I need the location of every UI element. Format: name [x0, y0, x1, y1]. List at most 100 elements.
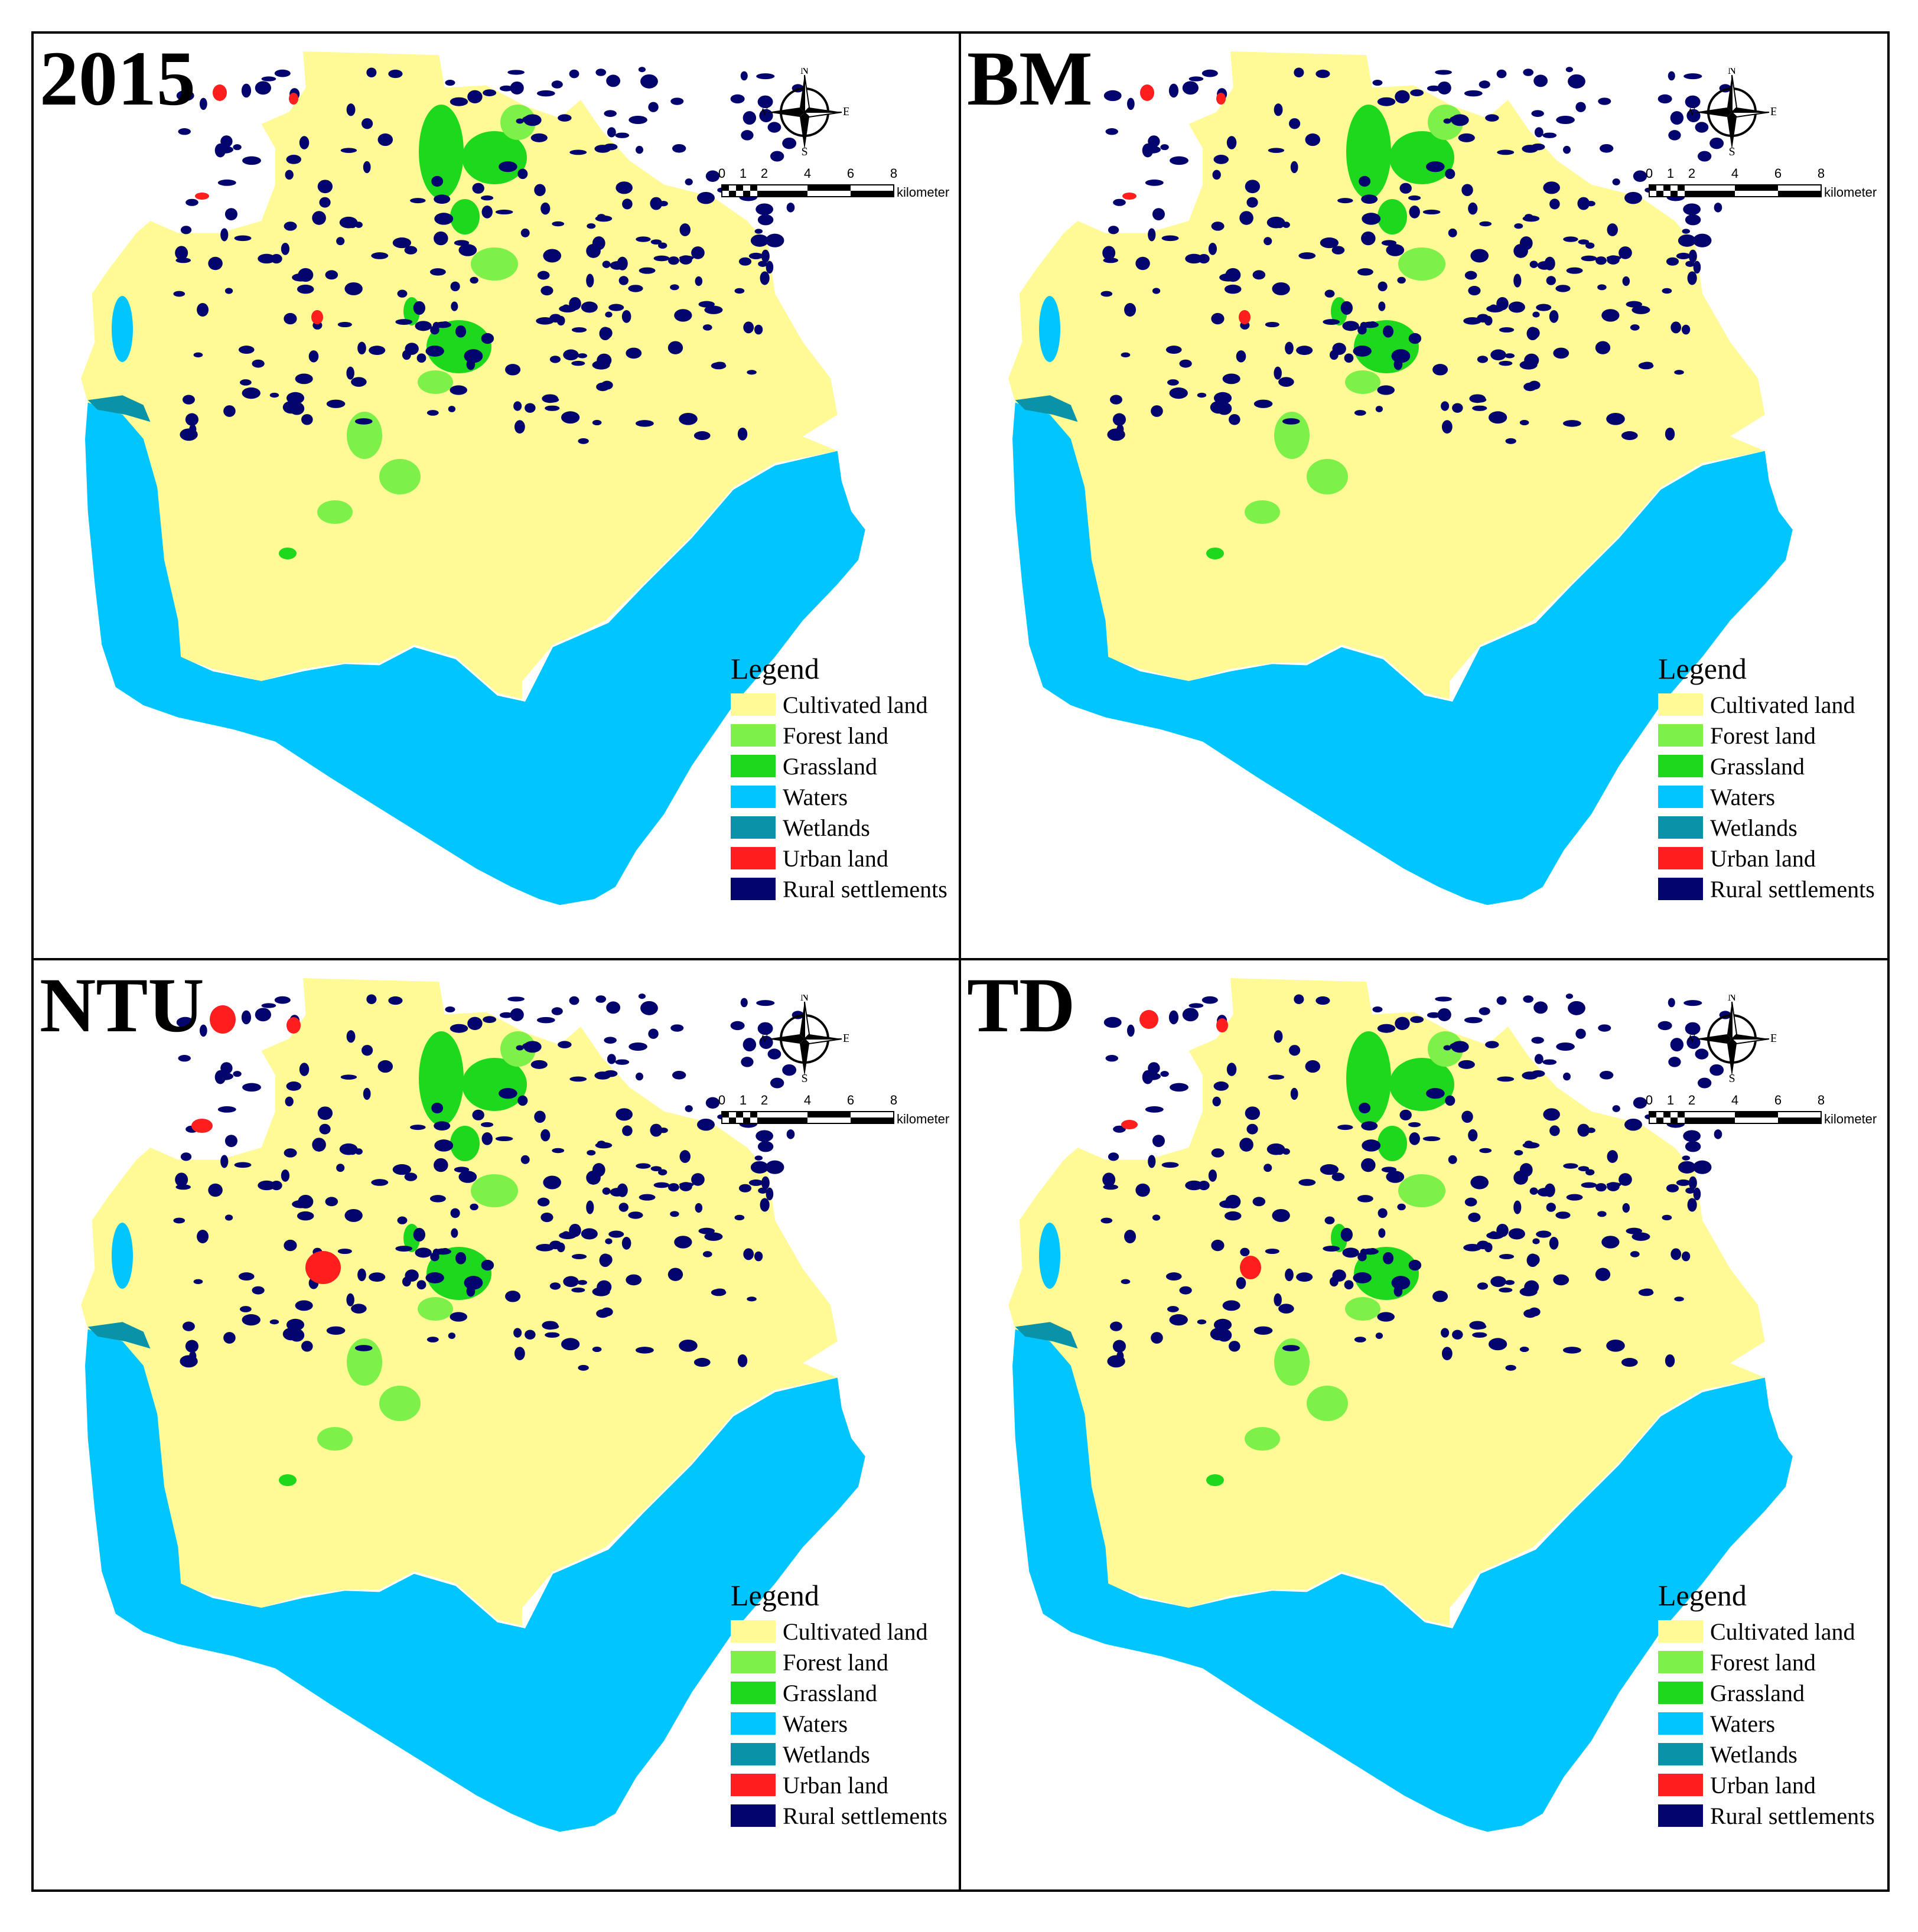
- rural-settlement: [388, 69, 403, 79]
- rural-settlement: [1523, 995, 1534, 1003]
- grassland-patch: [1346, 105, 1391, 199]
- scale-tick-label: 2: [761, 1093, 768, 1107]
- rural-settlement: [495, 209, 513, 215]
- rural-settlement: [747, 370, 757, 375]
- legend-label: Grassland: [783, 1679, 877, 1706]
- rural-settlement: [1497, 1076, 1515, 1082]
- rural-settlement: [458, 1171, 477, 1183]
- compass-rose-icon: N S E W: [1685, 991, 1778, 1086]
- rural-settlement: [743, 111, 757, 125]
- legend-swatch: [1658, 816, 1703, 839]
- rural-settlement: [569, 1076, 587, 1082]
- rural-settlement: [258, 1180, 276, 1191]
- rural-settlement: [698, 301, 715, 308]
- rural-settlement: [1693, 1187, 1701, 1201]
- rural-settlement: [371, 1179, 389, 1186]
- rural-settlement: [434, 1158, 448, 1172]
- rural-settlement: [397, 1216, 408, 1224]
- rural-settlement: [545, 1332, 560, 1338]
- rural-settlement: [472, 1109, 484, 1120]
- rural-settlement: [594, 1071, 611, 1080]
- rural-settlement: [1601, 309, 1620, 322]
- rural-settlement: [1464, 90, 1483, 97]
- rural-settlement: [595, 69, 607, 76]
- rural-settlement: [569, 996, 579, 1005]
- rural-settlement: [336, 1164, 345, 1172]
- rural-settlement: [1375, 1332, 1383, 1339]
- rural-settlement: [1508, 301, 1525, 313]
- rural-settlement: [481, 333, 494, 344]
- rural-settlement: [416, 1280, 426, 1290]
- legend-label: Grassland: [1710, 752, 1805, 780]
- legend-label: Cultivated land: [783, 1618, 928, 1645]
- rural-settlement: [233, 144, 242, 151]
- rural-settlement: [626, 347, 642, 359]
- rural-settlement: [1323, 1246, 1340, 1252]
- rural-settlement: [1474, 1324, 1487, 1330]
- rural-settlement: [1499, 1254, 1515, 1259]
- rural-settlement: [510, 1008, 524, 1022]
- wetlands-strip: [87, 395, 151, 422]
- rural-settlement: [220, 135, 233, 148]
- rural-settlement: [758, 260, 768, 267]
- rural-settlement: [1435, 996, 1452, 1002]
- rural-settlement: [1151, 1332, 1163, 1344]
- rural-settlement: [1377, 1312, 1395, 1322]
- rural-settlement: [1630, 324, 1640, 331]
- rural-settlement: [561, 411, 580, 424]
- rural-settlement: [1397, 1203, 1406, 1211]
- rural-settlement: [1464, 1017, 1483, 1024]
- rural-settlement: [1252, 270, 1266, 280]
- rural-settlement: [595, 995, 607, 1003]
- legend-label: Waters: [1710, 1710, 1776, 1737]
- rural-settlement: [1685, 1141, 1701, 1152]
- rural-settlement: [556, 1242, 565, 1253]
- rural-settlement: [734, 288, 745, 294]
- legend-swatch: [1658, 693, 1703, 716]
- rural-settlement: [505, 364, 521, 376]
- rural-settlement: [1369, 321, 1377, 327]
- rural-settlement: [670, 284, 679, 291]
- rural-settlement: [269, 1319, 279, 1325]
- rural-settlement: [1272, 282, 1290, 295]
- rural-settlement: [1179, 359, 1192, 368]
- rural-settlement: [1282, 418, 1300, 425]
- rural-settlement: [429, 1195, 446, 1203]
- rural-settlement: [1549, 1237, 1559, 1250]
- legend-label: Urban land: [1710, 1771, 1816, 1799]
- legend-title: Legend: [1658, 652, 1747, 685]
- rural-settlement: [670, 97, 684, 105]
- legend-swatch: [731, 1743, 776, 1765]
- rural-settlement: [1103, 90, 1122, 102]
- scale-tick-label: 2: [761, 166, 768, 181]
- rural-settlement: [540, 286, 553, 296]
- rural-settlement: [1598, 97, 1611, 105]
- rural-settlement: [1606, 255, 1621, 260]
- rural-settlement: [346, 103, 356, 116]
- land-use-map: [81, 51, 865, 905]
- rural-settlement: [1452, 1330, 1463, 1340]
- rural-settlement: [1622, 1203, 1630, 1213]
- rural-settlement: [1315, 69, 1330, 79]
- rural-settlement: [1479, 80, 1490, 89]
- rural-settlement: [261, 1003, 276, 1008]
- rural-settlement: [1612, 178, 1620, 185]
- rural-settlement: [638, 993, 646, 999]
- rural-settlement: [1381, 240, 1397, 246]
- rural-settlement: [458, 244, 477, 256]
- rural-settlement: [395, 319, 413, 325]
- rural-settlement: [1437, 1008, 1451, 1022]
- rural-settlement: [182, 1321, 195, 1331]
- rural-settlement: [1668, 998, 1675, 1008]
- rural-settlement: [357, 341, 366, 355]
- waters-inland-lake: [112, 1223, 133, 1289]
- rural-settlement: [246, 389, 256, 398]
- rural-settlement: [1427, 85, 1441, 92]
- legend-swatch: [1658, 1804, 1703, 1827]
- rural-settlement: [1274, 366, 1282, 380]
- rural-settlement: [1496, 69, 1507, 79]
- rural-settlement: [1103, 258, 1119, 263]
- rural-settlement: [1488, 1338, 1507, 1351]
- rural-settlement: [1426, 1088, 1445, 1099]
